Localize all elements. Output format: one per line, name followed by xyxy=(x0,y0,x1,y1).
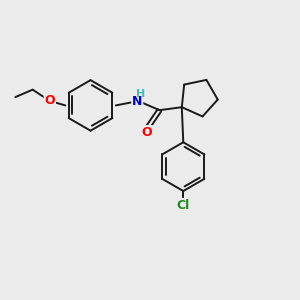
Text: O: O xyxy=(142,126,152,139)
Text: O: O xyxy=(44,94,55,107)
Text: Cl: Cl xyxy=(177,199,190,212)
Text: H: H xyxy=(136,89,146,99)
Text: N: N xyxy=(132,95,142,108)
